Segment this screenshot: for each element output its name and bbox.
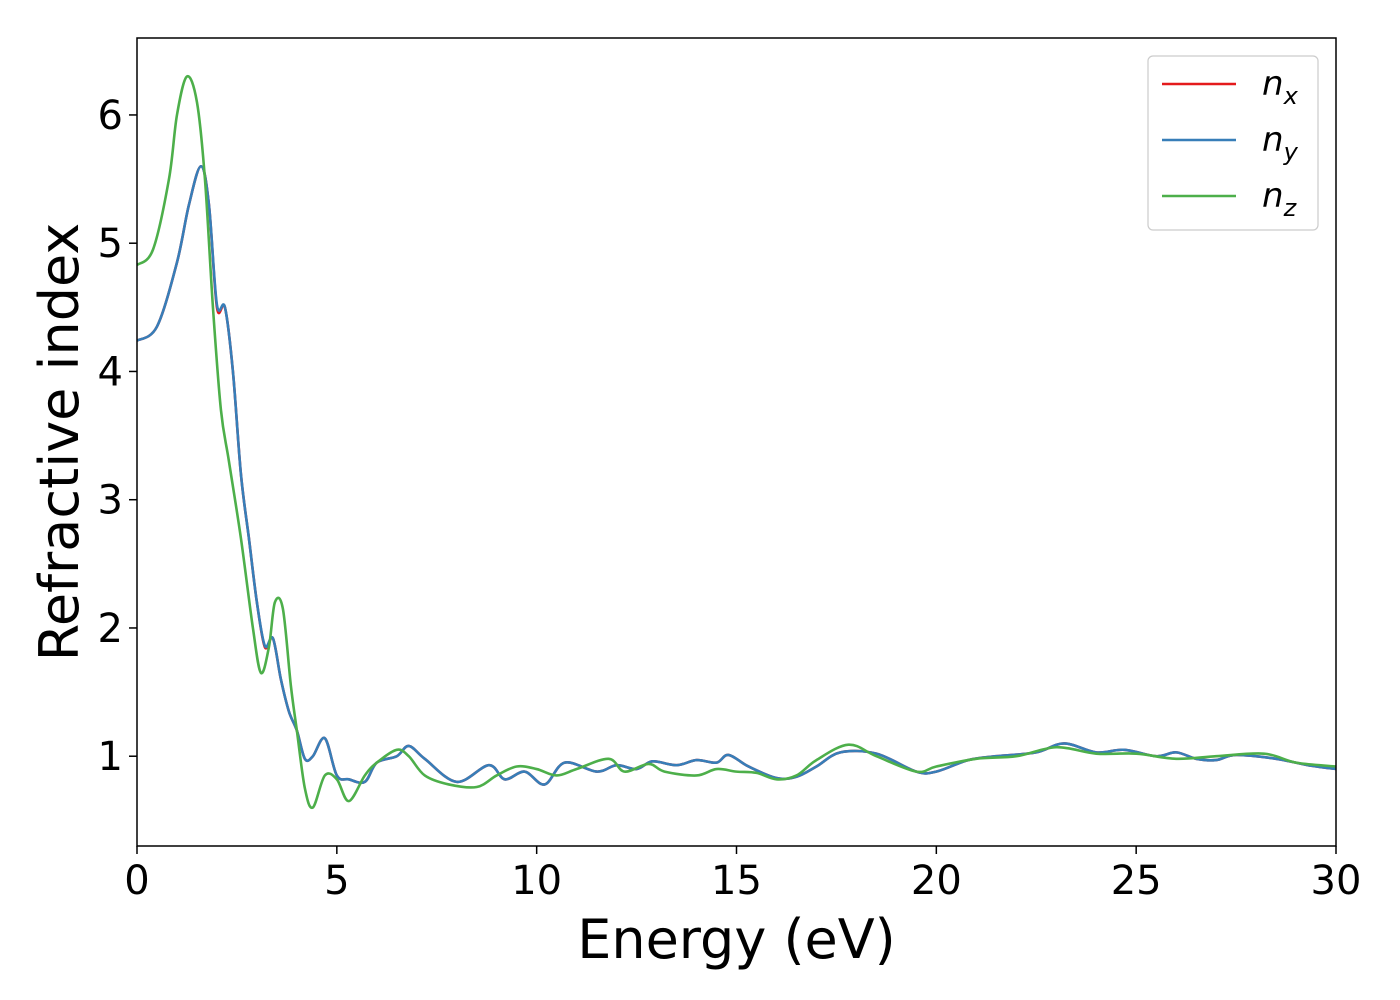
y-axis-ticks: 1 2 3 4 5 6 <box>98 93 137 780</box>
series-line-ny <box>137 164 1336 786</box>
y-tick-label: 6 <box>98 93 123 139</box>
x-tick-label: 0 <box>124 858 149 904</box>
plot-lines <box>137 74 1336 810</box>
x-tick-label: 10 <box>511 858 562 904</box>
legend-label: ny <box>1262 120 1299 166</box>
legend-item-ny: ny <box>1162 120 1299 166</box>
legend-item-nx: nx <box>1162 64 1299 110</box>
y-tick-label: 5 <box>98 221 123 267</box>
x-tick-label: 5 <box>324 858 349 904</box>
legend-label: nx <box>1262 64 1299 110</box>
x-tick-label: 20 <box>911 858 962 904</box>
legend-item-nz: nz <box>1162 176 1298 222</box>
x-tick-label: 25 <box>1111 858 1162 904</box>
series-line-nz <box>137 74 1336 810</box>
legend-label: nz <box>1262 176 1298 222</box>
y-tick-label: 2 <box>98 606 123 652</box>
x-axis-title: Energy (eV) <box>577 908 896 971</box>
y-axis-title: Refractive index <box>28 223 91 662</box>
y-tick-label: 1 <box>98 734 123 780</box>
y-tick-label: 3 <box>98 478 123 524</box>
x-tick-label: 30 <box>1311 858 1362 904</box>
y-tick-label: 4 <box>98 349 123 395</box>
legend: nx ny nz <box>1147 55 1319 231</box>
x-axis-ticks: 0 5 10 15 20 25 30 <box>124 846 1361 904</box>
legend-box <box>1147 55 1319 231</box>
x-tick-label: 15 <box>711 858 762 904</box>
series-line-nx <box>137 164 1336 786</box>
